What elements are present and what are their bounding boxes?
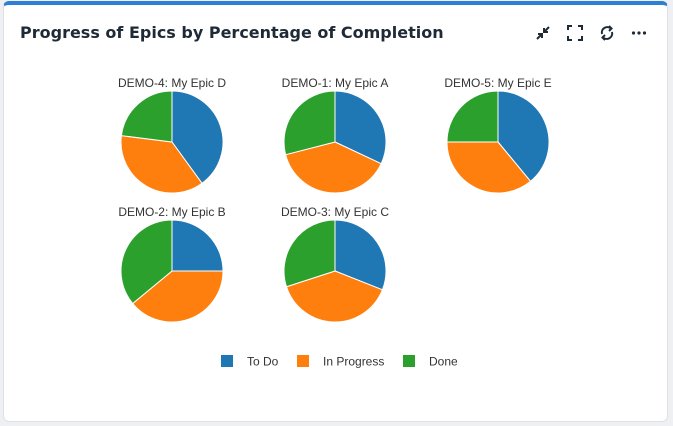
slice-done[interactable] xyxy=(446,90,499,143)
slice-in-progress[interactable] xyxy=(285,270,384,323)
slice-todo[interactable] xyxy=(171,90,224,184)
more-icon[interactable] xyxy=(629,23,649,43)
slice-done[interactable] xyxy=(283,90,336,156)
fullscreen-icon[interactable] xyxy=(565,23,585,43)
pie-title: DEMO-4: My Epic D xyxy=(118,76,226,90)
pie-3: DEMO-5: My Epic E xyxy=(444,76,552,194)
pie-title: DEMO-2: My Epic B xyxy=(118,205,225,219)
slice-in-progress[interactable] xyxy=(284,141,382,194)
slice-in-progress[interactable] xyxy=(131,270,224,323)
pie-2: DEMO-1: My Epic A xyxy=(282,76,389,194)
slice-done[interactable] xyxy=(283,219,336,288)
pie-5: DEMO-3: My Epic C xyxy=(281,205,389,323)
dashboard-card: Progress of Epics by Percentage of Compl… xyxy=(3,1,668,422)
slice-done[interactable] xyxy=(120,219,173,305)
slice-todo[interactable] xyxy=(171,219,224,272)
slice-todo[interactable] xyxy=(334,219,387,291)
pie-4: DEMO-2: My Epic B xyxy=(118,205,226,323)
legend-swatch-todo[interactable] xyxy=(221,355,233,367)
pie-title: DEMO-3: My Epic C xyxy=(281,205,389,219)
pie-title: DEMO-1: My Epic A xyxy=(282,76,389,90)
slice-todo[interactable] xyxy=(334,90,387,165)
slice-todo[interactable] xyxy=(497,90,550,183)
legend-label-done[interactable]: Done xyxy=(429,355,458,369)
card-title: Progress of Epics by Percentage of Compl… xyxy=(20,23,444,42)
card-toolbar xyxy=(533,23,649,43)
legend-swatch-done[interactable] xyxy=(403,355,415,367)
slice-done[interactable] xyxy=(120,90,173,143)
legend: To Do In Progress Done xyxy=(221,355,458,369)
pie-title: DEMO-5: My Epic E xyxy=(444,76,551,90)
legend-label-todo[interactable]: To Do xyxy=(247,355,279,369)
legend-swatch-in-progress[interactable] xyxy=(297,355,309,367)
refresh-icon[interactable] xyxy=(597,23,617,43)
slice-in-progress[interactable] xyxy=(446,141,532,194)
pie-1: DEMO-4: My Epic D xyxy=(118,76,226,194)
slice-in-progress[interactable] xyxy=(120,135,203,194)
minimize-icon[interactable] xyxy=(533,23,553,43)
legend-label-in-progress[interactable]: In Progress xyxy=(323,355,384,369)
